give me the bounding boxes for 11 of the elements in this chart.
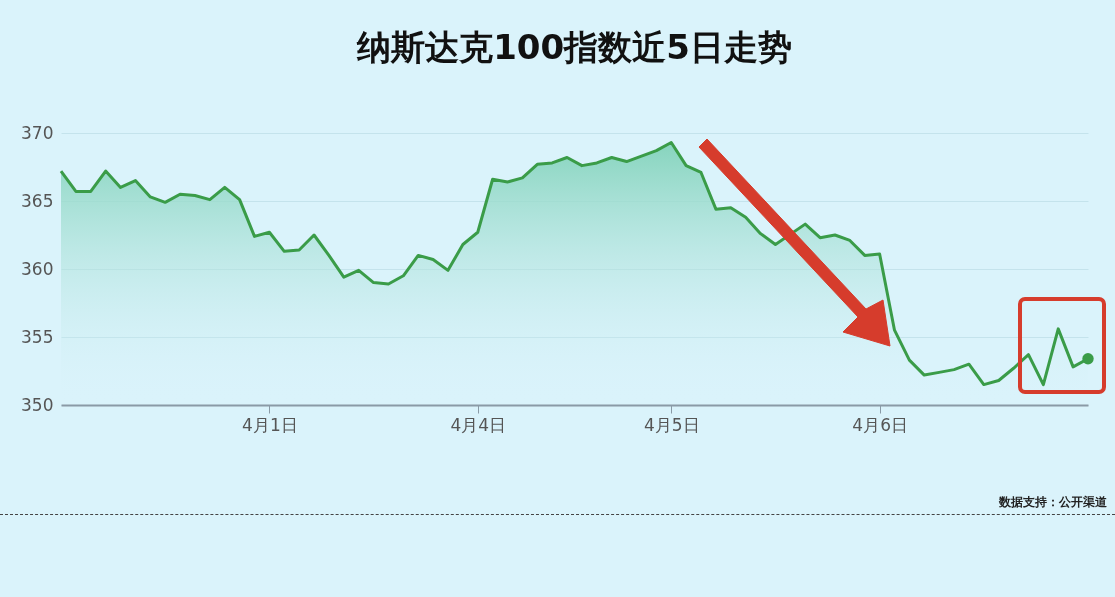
x-tick-label: 4月5日 bbox=[643, 414, 700, 435]
y-tick-label: 370 bbox=[21, 122, 54, 143]
chart-title: 纳斯达克100指数近5日走势 bbox=[356, 27, 792, 67]
y-tick-label: 355 bbox=[21, 326, 54, 347]
text: 数据支持：公开渠道 bbox=[999, 494, 1107, 511]
x-tick-label: 4月1日 bbox=[242, 414, 298, 435]
x-tick-label: 4月4日 bbox=[450, 414, 507, 435]
x-tick-label: 4月6日 bbox=[852, 414, 908, 435]
y-tick-label: 350 bbox=[21, 394, 54, 415]
y-tick-label: 365 bbox=[21, 190, 54, 211]
y-tick-label: 360 bbox=[21, 258, 54, 279]
